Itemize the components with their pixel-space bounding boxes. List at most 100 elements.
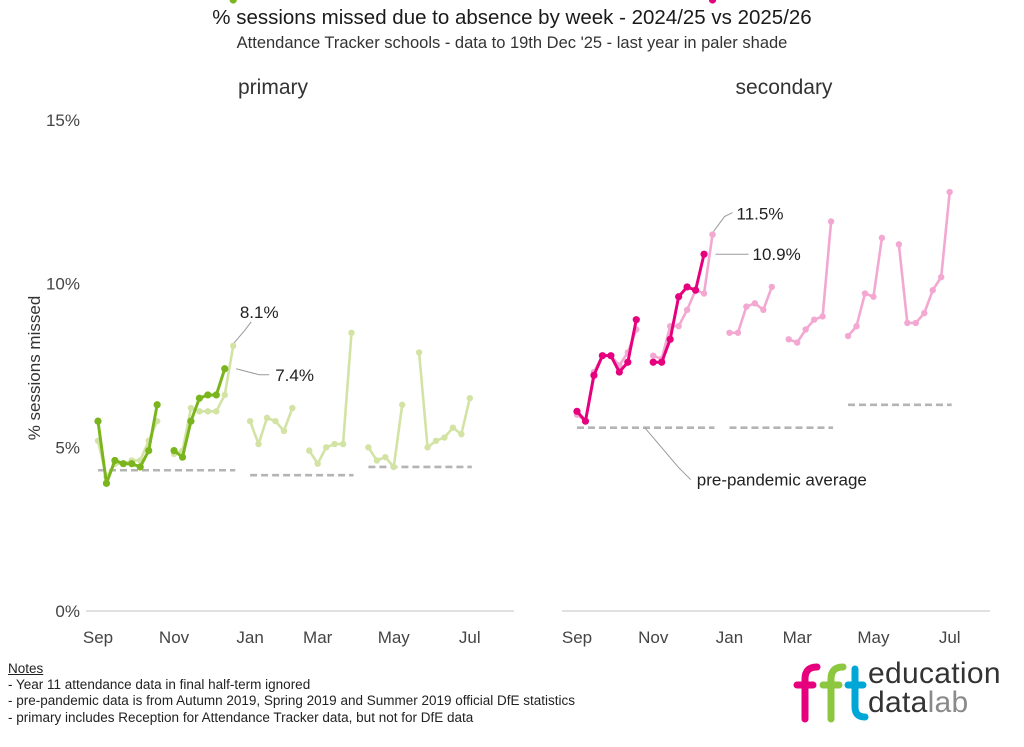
y-tick-label: 0% xyxy=(55,602,80,621)
previous-year-primary-point xyxy=(339,440,347,448)
fft-logo xyxy=(793,663,869,723)
current-year-primary-point xyxy=(136,463,144,471)
current-year-primary-point xyxy=(102,479,111,487)
previous-year-secondary-point xyxy=(844,332,852,340)
previous-year-secondary-point xyxy=(802,326,809,333)
previous-year-secondary-point xyxy=(760,306,767,314)
previous-year-primary-point xyxy=(399,401,406,408)
annotation-label: 10.9% xyxy=(753,245,801,264)
x-tick-label: Nov xyxy=(638,628,669,647)
previous-year-secondary-point xyxy=(794,339,801,346)
previous-year-primary-point xyxy=(373,457,381,464)
previous-year-secondary-line xyxy=(897,190,951,325)
previous-year-secondary-point xyxy=(904,319,911,327)
x-tick-label: Jan xyxy=(716,628,743,647)
annotation-label: 7.4% xyxy=(275,366,314,385)
current-year-primary-point xyxy=(170,447,178,455)
logo-f-green-icon xyxy=(819,663,847,723)
current-year-primary-point xyxy=(187,417,195,425)
current-year-secondary-point xyxy=(624,358,632,366)
y-axis-label: % sessions missed xyxy=(25,296,44,441)
previous-year-primary-point xyxy=(441,434,448,441)
previous-year-secondary-point xyxy=(912,319,919,327)
current-year-secondary-point xyxy=(598,352,607,360)
current-year-secondary-point xyxy=(573,407,581,415)
current-year-secondary-point xyxy=(691,286,700,294)
previous-year-secondary-point xyxy=(827,218,835,225)
current-year-primary-point xyxy=(221,365,229,373)
logo-t-blue-icon xyxy=(844,665,869,721)
previous-year-primary-point xyxy=(314,460,321,467)
logo-text-education: education xyxy=(868,657,1001,690)
previous-year-primary-point xyxy=(322,444,330,451)
previous-year-primary-point xyxy=(272,417,279,425)
previous-year-secondary-point xyxy=(921,309,928,317)
current-year-primary-point xyxy=(212,391,220,399)
previous-year-primary-point xyxy=(449,424,457,431)
x-tick-label: Sep xyxy=(83,628,113,647)
notes: Notes - Year 11 attendance data in final… xyxy=(8,661,575,726)
y-tick-label: 15% xyxy=(46,111,80,130)
previous-year-secondary-line xyxy=(787,220,833,344)
previous-year-primary-point xyxy=(246,417,254,425)
annotation-leader-line xyxy=(236,368,270,376)
previous-year-primary-line xyxy=(172,344,235,456)
current-year-secondary-point xyxy=(700,250,708,258)
previous-year-primary-point xyxy=(204,408,212,415)
current-year-primary-point xyxy=(153,401,161,409)
previous-year-primary-point xyxy=(187,404,195,412)
previous-year-secondary-point xyxy=(810,316,818,323)
current-year-secondary-line xyxy=(575,318,638,423)
current-year-secondary-point xyxy=(590,371,598,379)
previous-year-secondary-point xyxy=(895,241,903,248)
previous-year-primary-point xyxy=(348,329,355,336)
current-year-secondary-point xyxy=(666,335,674,343)
current-year-primary-point xyxy=(119,460,127,468)
previous-year-primary-point xyxy=(432,437,440,444)
current-year-primary-point xyxy=(195,394,203,402)
previous-year-secondary-point xyxy=(700,290,708,297)
annotation-label: pre-pandemic average xyxy=(697,471,867,490)
x-tick-label: Jan xyxy=(236,628,263,647)
previous-year-secondary-point xyxy=(938,273,945,281)
previous-year-primary-point xyxy=(221,391,228,399)
chart-title: % sessions missed due to absence by week… xyxy=(212,6,812,29)
previous-year-secondary-point xyxy=(870,293,877,300)
logo-text-lab: lab xyxy=(927,686,969,719)
previous-year-secondary-point xyxy=(861,290,869,297)
current-year-primary-point xyxy=(94,417,102,425)
current-year-secondary-point xyxy=(581,417,590,425)
previous-year-primary-point xyxy=(415,349,423,356)
panel-title-secondary: secondary xyxy=(736,76,833,99)
x-tick-label: Jul xyxy=(939,628,961,647)
current-year-primary-point xyxy=(178,453,187,461)
previous-year-secondary-point xyxy=(675,323,682,330)
previous-year-secondary-point xyxy=(726,329,733,336)
previous-year-primary-point xyxy=(280,427,288,435)
previous-year-primary-point xyxy=(213,408,220,415)
previous-year-secondary-point xyxy=(819,313,826,320)
current-year-primary-point xyxy=(145,447,153,455)
annotation-leader-line xyxy=(233,321,252,344)
current-year-secondary-point xyxy=(683,283,691,291)
previous-year-secondary-point xyxy=(853,323,860,330)
previous-year-secondary-point xyxy=(751,300,759,307)
note-line-2: - pre-pandemic data is from Autumn 2019,… xyxy=(8,693,576,709)
chart-subtitle: Attendance Tracker schools - data to 19t… xyxy=(236,34,788,52)
annotation-label: 11.5% xyxy=(737,205,784,224)
logo-text-datalab: datalab xyxy=(868,686,969,720)
x-tick-label: Nov xyxy=(159,628,190,647)
panel-title-primary: primary xyxy=(238,76,309,99)
current-year-secondary-point xyxy=(658,358,666,366)
previous-year-primary-point xyxy=(196,408,203,415)
annotation-label: 8.1% xyxy=(240,303,279,322)
current-year-secondary-point xyxy=(708,0,717,4)
note-line-3: - primary includes Reception for Attenda… xyxy=(8,709,474,725)
x-tick-label: Jul xyxy=(459,628,481,647)
current-year-primary-point xyxy=(204,391,212,399)
previous-year-secondary-point xyxy=(768,283,776,291)
previous-year-primary-point xyxy=(263,414,271,422)
y-tick-label: 10% xyxy=(46,275,80,294)
previous-year-secondary-point xyxy=(785,336,792,343)
previous-year-secondary-line xyxy=(846,236,884,338)
